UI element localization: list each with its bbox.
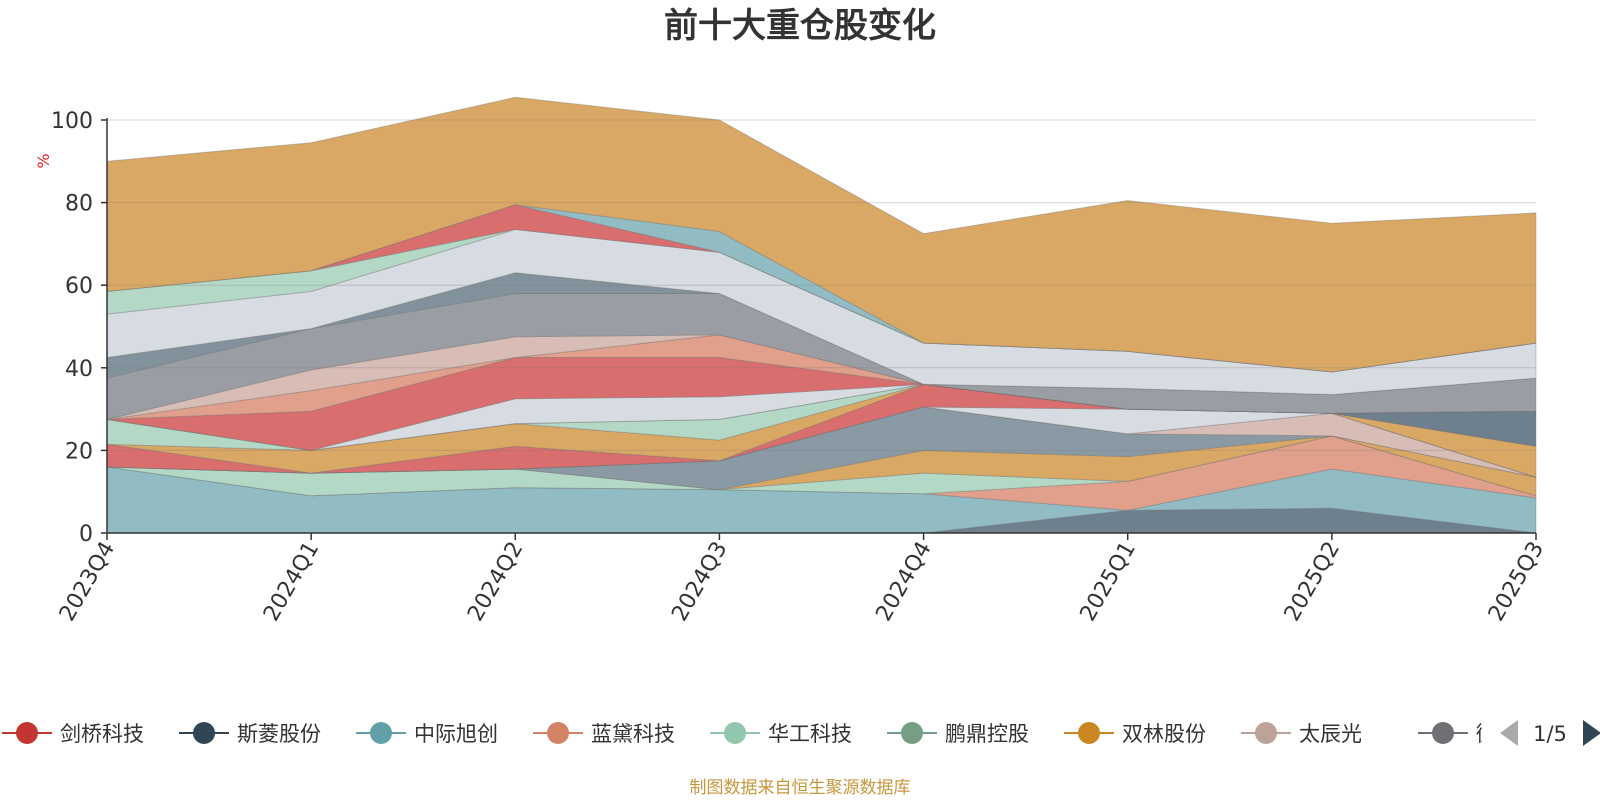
legend-marker-icon	[901, 722, 923, 744]
x-tick-label: 2025Q3	[1484, 538, 1549, 626]
legend-items: 剑桥科技 斯菱股份 中际旭创 蓝黛科技 华工科技 鹏鼎控股 双林股份 太辰光 微导纳米	[2, 722, 1560, 746]
legend-marker-icon	[193, 722, 215, 744]
x-tick-label: 2024Q2	[463, 538, 528, 626]
legend-marker-icon	[724, 722, 746, 744]
area-series-9	[106, 383, 1537, 478]
legend-prev-icon[interactable]	[1500, 720, 1518, 746]
data-source-note: 制图数据来自恒生聚源数据库	[690, 778, 911, 798]
grid-lines	[107, 119, 1536, 451]
legend-label: 斯菱股份	[237, 722, 321, 746]
legend-item[interactable]: 斯菱股份	[179, 722, 321, 746]
area-series-2	[106, 435, 1537, 511]
legend-item[interactable]: 华工科技	[710, 722, 852, 746]
legend-label: 鹏鼎控股	[945, 722, 1029, 746]
area-layer	[106, 96, 1537, 534]
x-tick-label: 2025Q1	[1076, 538, 1141, 626]
legend-marker-icon	[1255, 722, 1277, 744]
y-tick-label: 100	[51, 109, 93, 134]
y-axis-unit: %	[34, 153, 53, 168]
legend-label: 中际旭创	[414, 722, 498, 746]
legend-marker-icon	[1432, 722, 1454, 744]
legend-label: 剑桥科技	[60, 722, 144, 746]
legend-marker-icon	[16, 722, 38, 744]
legend-item[interactable]: 中际旭创	[356, 722, 498, 746]
legend-pager: 1/5	[1500, 720, 1600, 746]
legend-marker-icon	[1078, 722, 1100, 744]
legend-item[interactable]: 剑桥科技	[2, 722, 144, 746]
y-tick-label: 0	[79, 522, 93, 547]
y-tick-label: 20	[65, 439, 93, 464]
legend-marker-icon	[370, 722, 392, 744]
legend-page-indicator: 1/5	[1533, 722, 1567, 746]
x-tick-label: 2024Q1	[259, 538, 324, 626]
legend-label: 蓝黛科技	[591, 722, 675, 746]
x-tick-label: 2025Q2	[1280, 538, 1345, 626]
y-tick-label: 40	[65, 357, 93, 382]
legend-item[interactable]: 微导纳米	[1418, 722, 1560, 746]
x-tick-label: 2023Q4	[55, 538, 120, 626]
legend-label: 微导纳米	[1476, 722, 1560, 746]
x-tick-label: 2024Q4	[871, 538, 936, 626]
y-tick-label: 80	[65, 192, 93, 217]
legend-item[interactable]: 蓝黛科技	[533, 722, 675, 746]
legend-item[interactable]: 双林股份	[1064, 722, 1206, 746]
legend: 剑桥科技 斯菱股份 中际旭创 蓝黛科技 华工科技 鹏鼎控股 双林股份 太辰光 微导纳米	[2, 722, 1560, 746]
legend-label: 华工科技	[768, 722, 852, 746]
legend-item[interactable]: 太辰光	[1241, 722, 1362, 746]
y-tick-label: 60	[65, 274, 93, 299]
area-series-22	[106, 96, 1537, 373]
chart-title: 前十大重仓股变化	[664, 6, 936, 46]
legend-label: 双林股份	[1122, 722, 1206, 746]
legend-next-icon[interactable]	[1583, 720, 1600, 746]
area-series-8	[106, 383, 1537, 478]
legend-label: 太辰光	[1299, 722, 1362, 746]
x-tick-label: 2024Q3	[667, 538, 732, 626]
legend-item[interactable]: 鹏鼎控股	[887, 722, 1029, 746]
legend-marker-icon	[547, 722, 569, 744]
